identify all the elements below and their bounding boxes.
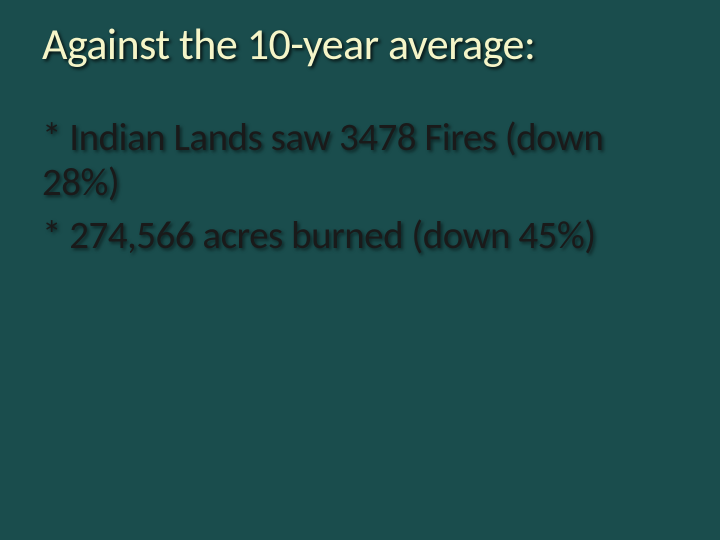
slide-title: Against the 10-year average: bbox=[42, 20, 678, 68]
bullet-item: * Indian Lands saw 3478 Fires (down 28%) bbox=[42, 116, 678, 206]
bullet-item: * 274,566 acres burned (down 45%) bbox=[42, 214, 678, 259]
slide-container: Against the 10-year average: * Indian La… bbox=[0, 0, 720, 540]
